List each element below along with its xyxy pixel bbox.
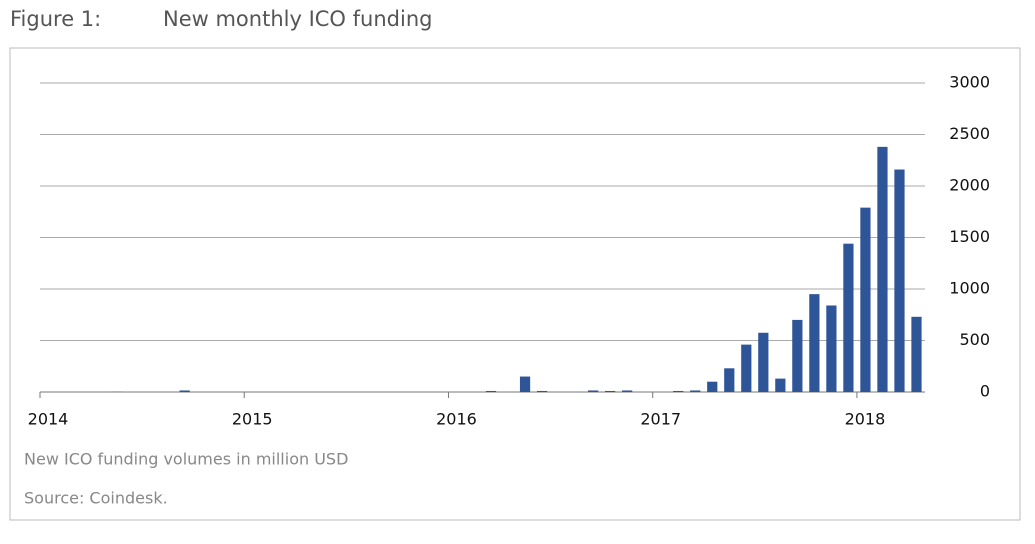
x-tick-label: 2017 (640, 410, 681, 429)
bar (724, 368, 734, 392)
bar (758, 333, 768, 392)
bar (741, 345, 751, 392)
bar (809, 294, 819, 392)
bar (537, 391, 547, 392)
figure-label: Figure 1: (10, 7, 101, 31)
bar (180, 390, 190, 392)
caption: New ICO funding volumes in million USD (24, 450, 348, 469)
y-tick-label: 2500 (949, 124, 990, 143)
bar (605, 391, 615, 392)
y-tick-label: 500 (959, 330, 990, 349)
bar (486, 391, 496, 392)
bar (894, 170, 904, 392)
x-tick-label: 2018 (845, 410, 886, 429)
y-tick-label: 3000 (949, 73, 990, 92)
bar (792, 320, 802, 392)
bar (673, 391, 683, 392)
bar (877, 147, 887, 392)
bar (860, 208, 870, 392)
y-tick-label: 0 (980, 382, 990, 401)
bar (588, 390, 598, 392)
source: Source: Coindesk. (24, 489, 168, 508)
bar (843, 244, 853, 392)
x-tick-label: 2014 (28, 410, 69, 429)
bar (707, 382, 717, 392)
y-tick-label: 1500 (949, 227, 990, 246)
bar (622, 390, 632, 392)
chart-title: New monthly ICO funding (163, 7, 432, 31)
bar (520, 377, 530, 392)
bar (826, 305, 836, 392)
bar (690, 390, 700, 392)
bar (911, 317, 921, 392)
y-tick-label: 1000 (949, 279, 990, 298)
y-tick-label: 2000 (949, 176, 990, 195)
x-tick-label: 2015 (232, 410, 273, 429)
x-tick-label: 2016 (436, 410, 477, 429)
bar (775, 379, 785, 392)
